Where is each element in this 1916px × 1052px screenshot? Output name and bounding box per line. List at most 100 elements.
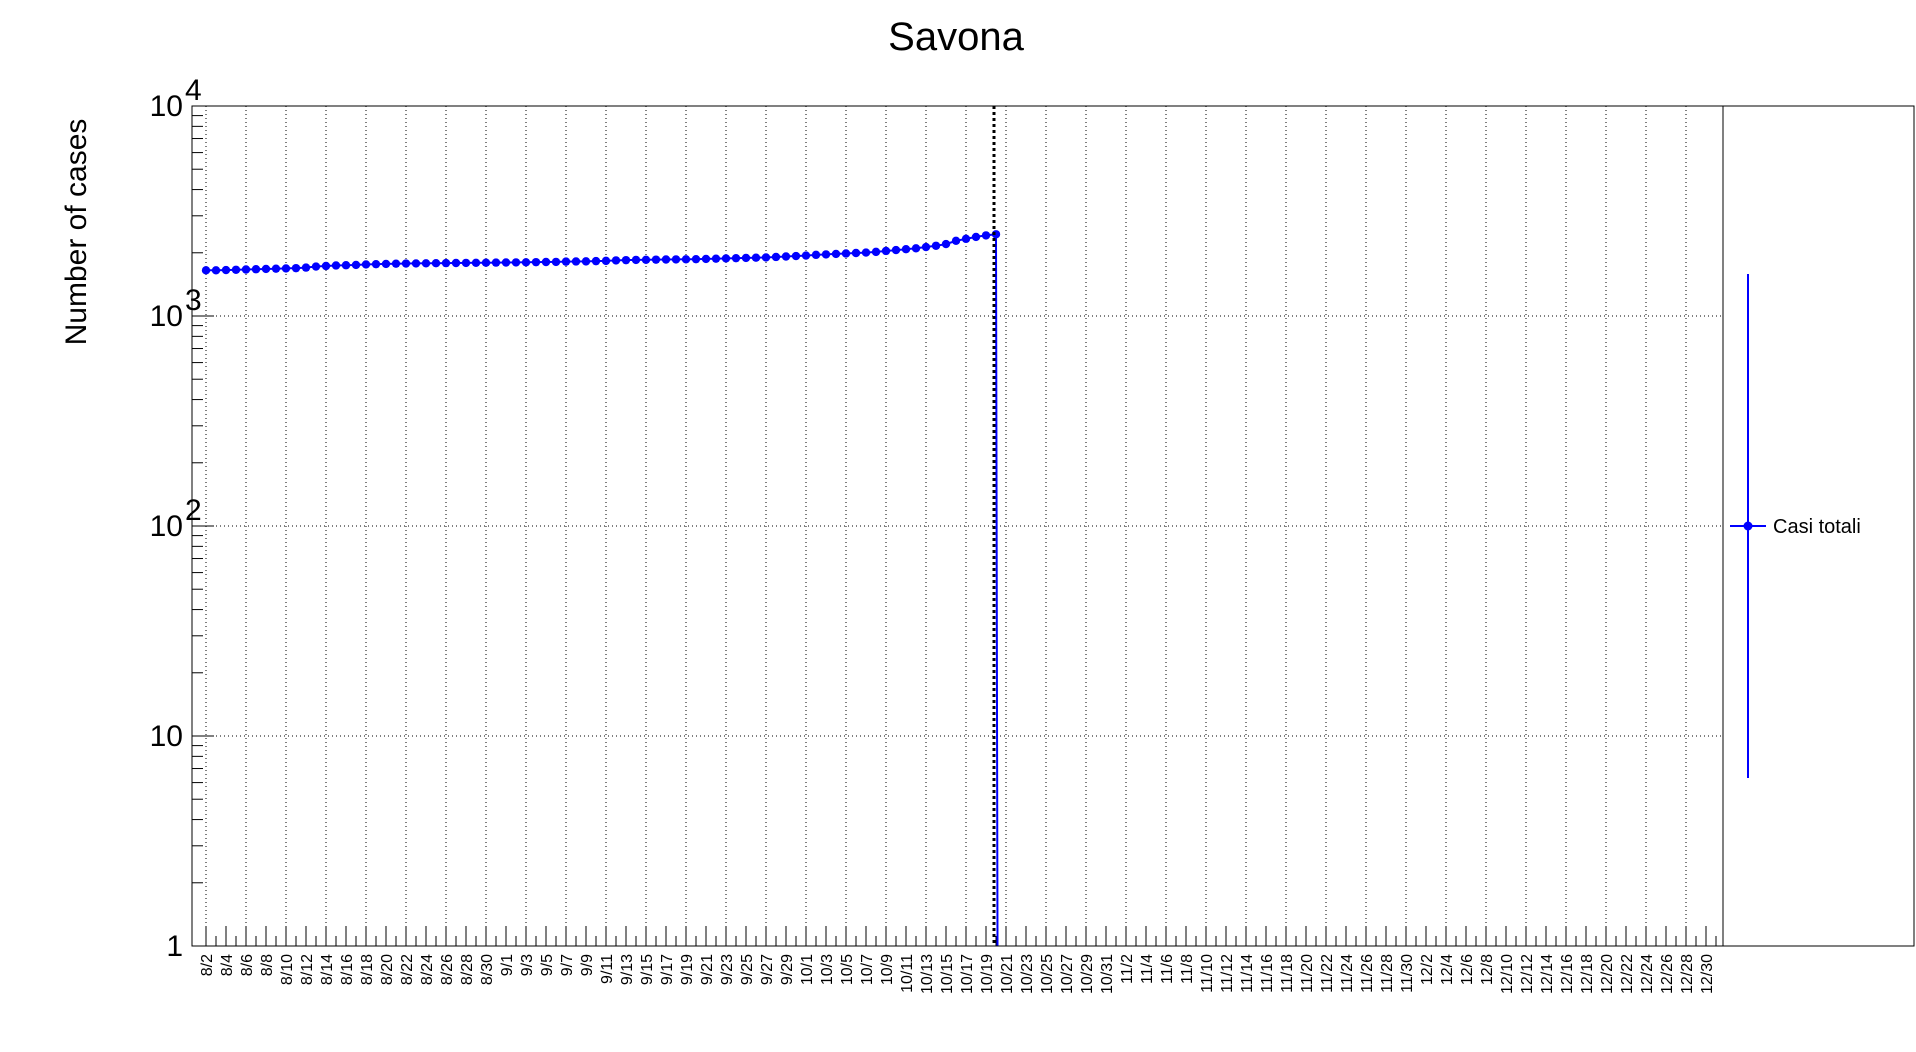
data-point xyxy=(211,266,221,275)
x-tick-label: 11/4 xyxy=(1139,954,1156,984)
data-point xyxy=(941,239,951,249)
x-tick-label: 9/7 xyxy=(559,954,576,976)
data-point xyxy=(901,245,911,254)
x-tick-label: 9/13 xyxy=(619,954,636,985)
x-tick-label: 10/21 xyxy=(999,954,1016,994)
x-tick-label: 10/25 xyxy=(1039,954,1056,994)
chart-title: Savona xyxy=(888,15,1024,59)
data-point xyxy=(891,245,901,255)
x-tick-label: 11/6 xyxy=(1159,954,1176,984)
x-tick-label: 8/20 xyxy=(379,954,396,985)
x-tick-label: 12/6 xyxy=(1459,954,1476,985)
data-point xyxy=(351,260,361,270)
x-tick-label: 8/26 xyxy=(439,954,456,985)
data-point xyxy=(431,259,441,268)
x-tick-label: 9/25 xyxy=(739,954,756,985)
data-point xyxy=(291,263,301,273)
x-tick-label: 12/24 xyxy=(1639,954,1656,994)
x-tick-label: 10/5 xyxy=(839,954,856,985)
x-tick-label: 11/28 xyxy=(1379,954,1396,993)
x-tick-label: 10/29 xyxy=(1079,954,1096,994)
data-point xyxy=(391,259,401,268)
data-point xyxy=(571,257,581,266)
series-casi-totali xyxy=(201,230,1001,947)
x-tick-label: 8/4 xyxy=(219,954,236,976)
data-point xyxy=(911,244,921,253)
x-axis-ticks: 8/2 8/4 8/6 8/8 8/10 8/12 8/14 8/16 8/18 8/20 8/22… xyxy=(199,926,1717,994)
data-point xyxy=(931,241,941,250)
x-tick-label: 11/22 xyxy=(1319,954,1336,993)
x-tick-label: 10/1 xyxy=(799,954,816,985)
data-point xyxy=(841,249,851,258)
data-point xyxy=(501,258,511,267)
x-tick-label: 10/3 xyxy=(819,954,836,985)
data-point xyxy=(301,263,311,272)
y-tick-exponent: 4 xyxy=(185,74,202,107)
x-tick-label: 8/12 xyxy=(299,954,316,985)
data-point xyxy=(261,264,271,274)
data-point xyxy=(511,258,521,267)
x-tick-label: 10/7 xyxy=(859,954,876,985)
x-tick-label: 11/18 xyxy=(1279,954,1296,993)
x-tick-label: 12/30 xyxy=(1699,954,1716,994)
legend-marker xyxy=(1743,521,1753,531)
x-tick-label: 8/22 xyxy=(399,954,416,985)
data-point xyxy=(381,259,391,269)
x-tick-label: 11/14 xyxy=(1239,954,1256,993)
data-point xyxy=(971,232,981,242)
data-point xyxy=(231,265,241,274)
data-point xyxy=(861,248,871,257)
data-point xyxy=(581,257,591,266)
legend: Casi totali xyxy=(1722,105,1915,947)
y-tick-label: 10 xyxy=(150,720,183,753)
data-point xyxy=(851,248,861,258)
x-tick-label: 9/5 xyxy=(539,954,556,976)
data-point xyxy=(621,255,631,265)
data-point xyxy=(631,255,641,265)
data-point xyxy=(541,257,551,267)
x-tick-label: 8/30 xyxy=(479,954,496,985)
data-point xyxy=(661,255,671,264)
data-point xyxy=(721,254,731,263)
x-tick-label: 11/20 xyxy=(1299,954,1316,993)
x-tick-label: 12/12 xyxy=(1519,954,1536,994)
data-point xyxy=(551,257,561,267)
x-tick-label: 11/30 xyxy=(1399,954,1416,993)
data-point xyxy=(271,264,281,273)
x-tick-label: 8/24 xyxy=(419,954,436,985)
data-point xyxy=(641,255,651,264)
data-point xyxy=(401,259,411,268)
data-point xyxy=(201,266,211,275)
data-point xyxy=(821,250,831,259)
x-tick-label: 8/16 xyxy=(339,954,356,985)
x-tick-label: 9/17 xyxy=(659,954,676,985)
data-point xyxy=(731,253,741,263)
data-point xyxy=(881,246,891,256)
x-tick-label: 10/19 xyxy=(979,954,996,994)
x-tick-label: 9/29 xyxy=(779,954,796,985)
data-point xyxy=(491,258,501,267)
data-point xyxy=(371,259,381,269)
grid xyxy=(192,106,1723,946)
x-tick-label: 9/15 xyxy=(639,954,656,985)
x-tick-label: 9/27 xyxy=(759,954,776,985)
x-tick-label: 10/11 xyxy=(899,954,916,993)
data-point xyxy=(831,249,841,259)
x-tick-label: 8/6 xyxy=(239,954,256,976)
x-tick-label: 8/8 xyxy=(259,954,276,976)
data-point xyxy=(561,257,571,266)
x-tick-label: 10/23 xyxy=(1019,954,1036,994)
x-tick-label: 10/17 xyxy=(959,954,976,994)
legend-box xyxy=(1722,105,1915,947)
x-tick-label: 9/19 xyxy=(679,954,696,985)
x-tick-label: 8/18 xyxy=(359,954,376,985)
x-tick-label: 11/24 xyxy=(1339,954,1356,993)
x-tick-label: 12/28 xyxy=(1679,954,1696,994)
x-tick-label: 11/12 xyxy=(1219,954,1236,993)
data-point xyxy=(471,258,481,267)
data-point xyxy=(961,234,971,244)
data-point xyxy=(761,253,771,262)
x-tick-label: 8/2 xyxy=(199,954,216,976)
data-point xyxy=(611,256,621,265)
